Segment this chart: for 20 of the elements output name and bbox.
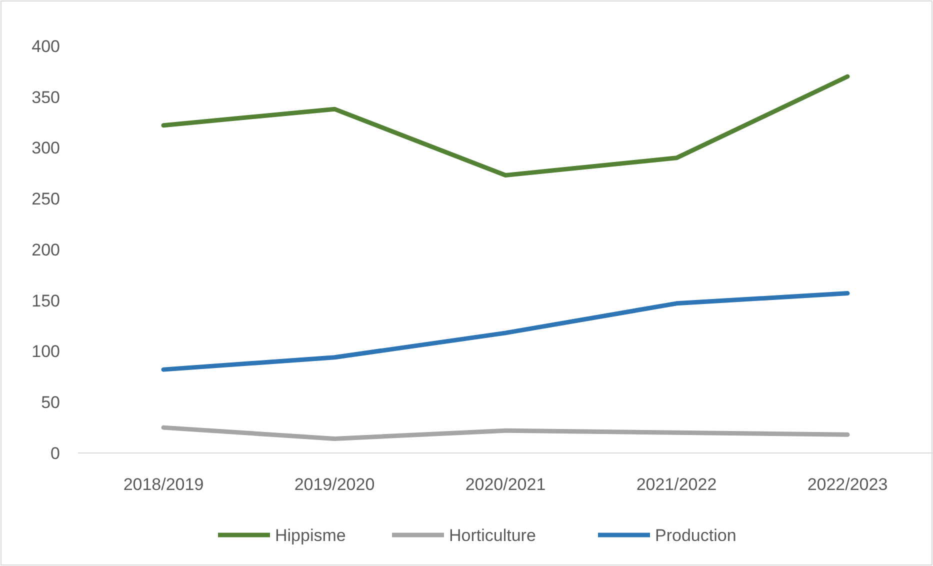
legend-label: Horticulture [449,526,536,545]
y-tick-label: 150 [32,291,60,310]
y-tick-label: 300 [32,138,60,158]
y-tick-label: 400 [32,36,60,56]
line-series [161,291,850,372]
y-tick-label: 350 [32,88,60,107]
x-tick-label: 2020/2021 [465,475,546,494]
line-series [161,425,850,442]
x-tick-label: 2018/2019 [123,475,204,494]
y-tick-label: 200 [32,240,60,260]
y-tick-label: 50 [41,393,60,412]
y-tick-label: 0 [50,444,60,463]
x-tick-label: 2019/2020 [294,475,375,494]
legend-label: Production [655,526,736,545]
x-tick-label: 2021/2022 [636,475,717,494]
legend-label: Hippisme [275,526,346,545]
x-tick-label: 2022/2023 [807,475,888,494]
y-tick-label: 100 [32,342,60,362]
y-tick-label: 250 [32,190,60,209]
line-series [161,74,850,178]
